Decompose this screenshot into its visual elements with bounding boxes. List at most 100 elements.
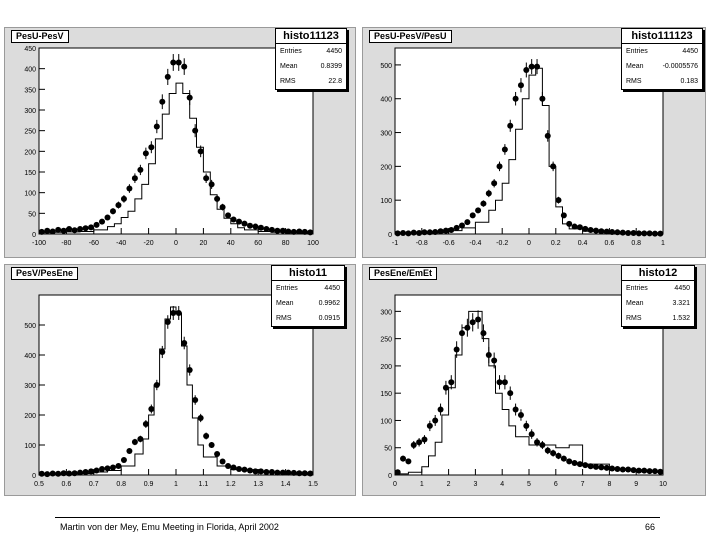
y-tick-label: 50 [28,211,36,218]
data-point [279,227,286,234]
data-point [77,226,84,233]
data-point [598,228,605,235]
data-point [491,357,498,364]
y-tick-label: 100 [380,198,392,205]
stat-row-entries: Entries 4450 [622,281,694,296]
data-point [394,230,401,237]
x-tick-label: 1 [174,481,178,488]
data-point [523,422,530,429]
data-point [99,218,106,225]
data-point [539,442,546,448]
x-tick-label: 1.2 [226,481,236,488]
stat-label: Mean [626,63,644,70]
data-point [614,466,621,472]
data-point [219,458,226,465]
data-point [109,208,116,215]
footer-text: Martin von der Mey, Emu Meeting in Flori… [60,522,279,532]
data-point [164,73,171,80]
x-tick-label: 10 [659,481,667,488]
data-point [560,212,567,219]
y-tick-label: 500 [24,323,36,330]
data-point [131,175,138,182]
data-point [296,470,303,477]
data-point [475,207,482,214]
data-point [609,465,616,472]
data-point [539,95,546,102]
data-point [485,190,492,197]
stat-label: Entries [626,48,648,55]
y-tick-label: 500 [380,63,392,70]
y-tick-label: 200 [24,413,36,420]
plot-frame [38,47,314,235]
chart-svg-0: -100 -80 -60 -40 -20 0 20 40 60 80 100 0 50 100 150 200… [24,46,319,247]
data-point [88,468,95,475]
data-point [421,229,428,236]
data-point [203,175,210,182]
stats-box: histo11 Entries 4450 Mean 0.9962 RMS 0.0915 [271,265,345,327]
data-point [453,224,460,231]
y-tick-label: 0 [388,232,392,239]
stats-box: histo111123 Entries 4450 Mean -0.0005576 R… [621,28,703,90]
data-point [142,421,149,427]
x-tick-label: 60 [254,240,262,247]
data-point [131,439,138,445]
data-point [109,464,116,471]
stat-label: Entries [276,285,298,292]
data-point [241,220,248,227]
data-point [126,185,133,192]
stat-row-mean: Mean 0.9962 [272,296,344,311]
y-tick-label: 0 [32,473,36,480]
stat-value: 0.183 [680,78,698,85]
data-point [192,397,199,403]
histogram-name: histo11 [272,266,344,281]
stat-label: RMS [276,315,292,322]
y-tick-label: 450 [24,46,36,53]
y-tick-label: 50 [384,446,392,453]
x-tick-label: -0.8 [416,240,428,247]
x-tick-label: 3 [473,481,477,488]
data-point [279,469,286,476]
data-point [534,63,541,70]
data-point [120,195,127,202]
data-point [307,470,314,477]
stat-row-rms: RMS 1.532 [622,311,694,326]
x-tick-label: 0.2 [551,240,561,247]
data-point [186,367,193,373]
stat-label: Mean [276,300,294,307]
x-tick-label: 40 [227,240,235,247]
x-tick-label: -20 [144,240,154,247]
data-point [99,466,106,472]
stat-row-entries: Entries 4450 [622,44,702,59]
x-tick-label: 20 [200,240,208,247]
x-tick-label: 8 [607,481,611,488]
data-point [263,469,270,475]
data-point [609,228,616,235]
y-tick-label: 300 [24,108,36,115]
x-tick-label: 0 [527,240,531,247]
data-point [44,227,51,234]
data-point [464,324,471,331]
data-point [170,59,177,66]
data-point [208,442,215,448]
stat-label: RMS [626,78,642,85]
data-point [71,470,78,477]
data-point [582,225,589,232]
data-point [512,406,519,413]
data-point [60,470,67,477]
x-tick-label: 1 [661,240,665,247]
data-point [550,450,557,457]
data-point [432,228,439,235]
data-point [517,82,524,89]
x-tick-label: 5 [527,481,531,488]
stat-row-mean: Mean 0.8399 [276,59,346,74]
data-point [603,464,610,471]
data-point [464,219,471,226]
data-point [410,229,417,236]
stat-row-entries: Entries 4450 [272,281,344,296]
data-point [448,226,455,233]
x-tick-label: 1.4 [281,481,291,488]
x-tick-label: 6 [554,481,558,488]
x-tick-label: -1 [392,240,398,247]
data-point [400,229,407,236]
data-point [496,379,503,386]
